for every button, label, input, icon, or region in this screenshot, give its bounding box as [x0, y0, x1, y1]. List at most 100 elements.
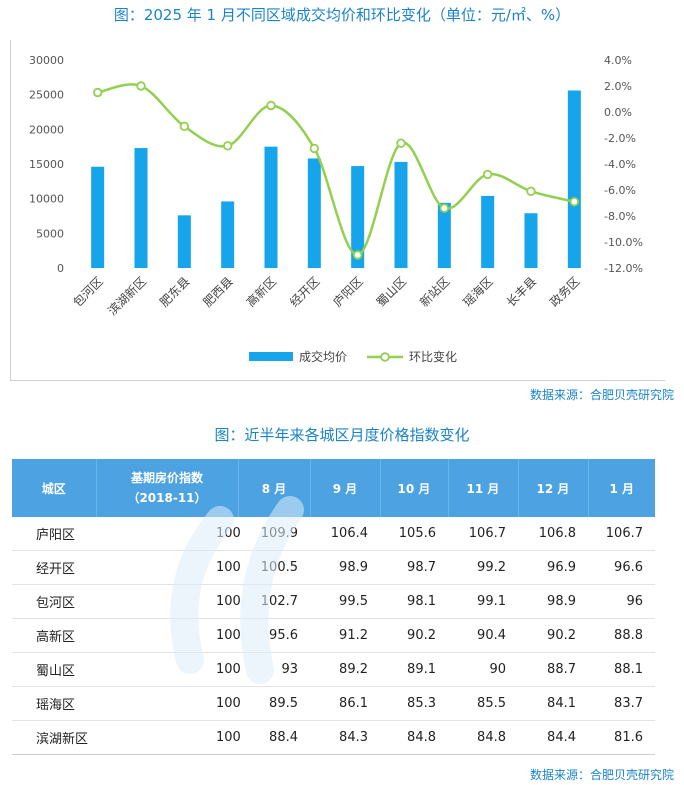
- line-point: [352, 250, 363, 260]
- header-oct: 10 月: [380, 459, 449, 517]
- cell-base: 100: [96, 584, 241, 619]
- cell-value: 90: [448, 652, 518, 687]
- cell-value: 109.9: [238, 517, 310, 551]
- cell-value: 90.2: [380, 618, 448, 653]
- cell-base: 100: [96, 517, 241, 551]
- y-right-tick-label: -4.0%: [604, 158, 636, 171]
- cell-base: 100: [96, 720, 241, 755]
- line-point: [439, 203, 450, 213]
- cell-district: 高新区: [12, 618, 96, 653]
- bar: [567, 90, 581, 268]
- bar: [524, 213, 538, 268]
- chart-title: 图：2025 年 1 月不同区域成交均价和环比变化（单位：元/㎡、%）: [113, 6, 571, 24]
- header-base-index-label: 基期房价指数: [130, 471, 203, 485]
- y-right-tick-label: -8.0%: [604, 210, 636, 223]
- cell-value: 96.9: [518, 550, 588, 585]
- cell-value: 99.1: [448, 584, 518, 619]
- cell-value: 90.4: [448, 618, 518, 653]
- chart-source: 数据来源：合肥贝壳研究院: [529, 388, 674, 402]
- legend-line-marker: [380, 352, 390, 362]
- table-header-row: 城区 基期房价指数 （2018-11） 8 月 9 月 10 月 11 月 12…: [12, 459, 655, 517]
- bar: [264, 146, 278, 268]
- x-tick-label: 经开区: [287, 274, 322, 309]
- y-left-tick-label: 0: [57, 262, 64, 275]
- cell-value: 88.7: [518, 652, 588, 687]
- cell-value: 102.7: [238, 584, 310, 619]
- line-point: [266, 100, 276, 111]
- y-right-tick-label: -6.0%: [604, 184, 636, 197]
- table-title: 图：近半年来各城区月度价格指数变化: [214, 426, 470, 444]
- cell-value: 105.6: [380, 517, 448, 551]
- table-row: 蜀山区 100 93 89.2 89.1 90 88.7 88.1: [12, 652, 655, 687]
- cell-value: 98.1: [380, 584, 448, 619]
- table-row: 包河区 100 102.7 99.5 98.1 99.1 98.9 96: [12, 584, 655, 619]
- cell-base: 100: [96, 550, 241, 585]
- cell-value: 84.1: [518, 686, 588, 721]
- x-tick-label: 新站区: [416, 274, 452, 310]
- cell-value: 99.5: [310, 584, 380, 619]
- y-left-tick-label: 20000: [29, 123, 64, 136]
- legend-bar-swatch: [249, 352, 293, 361]
- cell-district: 包河区: [12, 584, 96, 619]
- y-right-tick-label: -12.0%: [604, 262, 643, 275]
- cell-value: 98.7: [380, 550, 448, 585]
- bar: [221, 201, 235, 268]
- table-row: 瑶海区 100 89.5 86.1 85.3 85.5 84.1 83.7: [12, 686, 655, 721]
- bar: [437, 202, 451, 268]
- line-point: [179, 121, 190, 131]
- y-left-tick-label: 30000: [29, 54, 64, 67]
- cell-value: 86.1: [310, 686, 380, 721]
- x-tick-label: 瑶海区: [460, 274, 496, 310]
- cell-value: 84.8: [380, 720, 448, 755]
- price-chart: 0 5000 10000 15000 20000 25000 30000 4.0% 2.0% 0.…: [29, 54, 643, 364]
- bar: [134, 148, 148, 268]
- cell-value: 84.8: [448, 720, 518, 755]
- cell-value: 88.8: [588, 618, 655, 653]
- y-left-tick-label: 10000: [29, 193, 64, 206]
- line-point: [396, 138, 406, 148]
- cell-base: 100: [96, 686, 241, 721]
- cell-value: 85.3: [380, 686, 448, 721]
- x-tick-label: 庐阳区: [330, 274, 366, 310]
- bar: [351, 166, 365, 268]
- cell-value: 95.6: [238, 618, 310, 653]
- bar: [307, 158, 321, 268]
- line-point: [222, 141, 233, 151]
- x-tick-label: 长丰县: [504, 274, 539, 309]
- cell-value: 88.4: [238, 720, 310, 755]
- y-right-tick-label: 2.0%: [604, 80, 632, 93]
- cell-district: 庐阳区: [12, 517, 96, 551]
- x-tick-label: 高新区: [243, 274, 279, 310]
- header-aug: 8 月: [238, 459, 311, 517]
- header-sep: 9 月: [310, 459, 381, 517]
- cell-base: 100: [96, 618, 241, 653]
- line-point: [569, 196, 580, 207]
- table-source: 数据来源：合肥贝壳研究院: [529, 768, 674, 782]
- table-row: 高新区 100 95.6 91.2 90.2 90.4 90.2 88.8: [12, 618, 655, 653]
- y-right-tick-label: -10.0%: [604, 236, 643, 249]
- cell-value: 98.9: [518, 584, 588, 619]
- table-row: 经开区 100 100.5 98.9 98.7 99.2 96.9 96.6: [12, 550, 655, 585]
- cell-value: 85.5: [448, 686, 518, 721]
- cell-value: 96: [588, 584, 655, 619]
- y-right-tick-label: 0.0%: [604, 106, 632, 119]
- cell-value: 99.2: [448, 550, 518, 585]
- cell-district: 滨湖新区: [12, 720, 96, 755]
- cell-district: 蜀山区: [12, 652, 96, 687]
- x-tick-label: 蜀山区: [374, 274, 409, 309]
- x-tick-label: 肥东县: [157, 274, 192, 309]
- line-point: [482, 169, 493, 180]
- header-nov: 11 月: [448, 459, 519, 517]
- header-base-index-period: （2018-11）: [127, 491, 207, 505]
- legend-label: 环比变化: [409, 349, 457, 364]
- cell-district: 瑶海区: [12, 686, 96, 721]
- x-tick-label: 滨湖新区: [105, 274, 150, 319]
- legend-label: 成交均价: [299, 349, 347, 364]
- cell-value: 81.6: [588, 720, 655, 755]
- cell-value: 89.2: [310, 652, 380, 687]
- cell-value: 96.6: [588, 550, 655, 585]
- y-right-tick-label: 4.0%: [604, 54, 632, 67]
- cell-value: 84.3: [310, 720, 380, 755]
- table-row: 滨湖新区 100 88.4 84.3 84.8 84.8 84.4 81.6: [12, 720, 655, 755]
- bar: [481, 195, 495, 268]
